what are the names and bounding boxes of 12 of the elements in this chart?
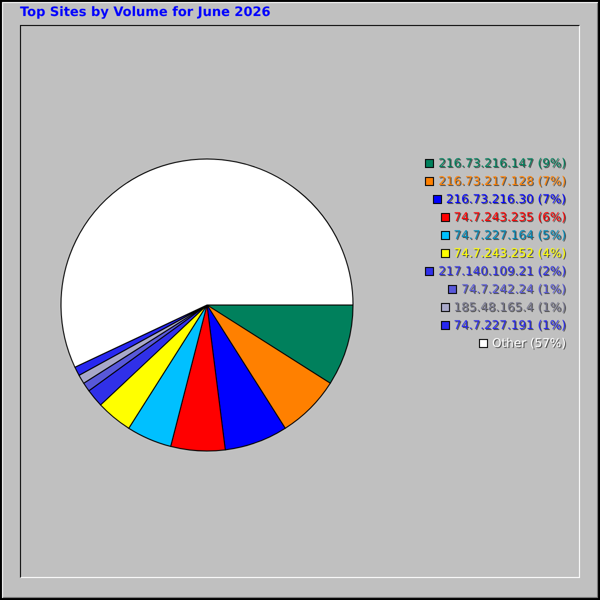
legend-label: 74.7.242.24 (1%) [461,281,566,298]
chart-title: Top Sites by Volume for June 2026 [20,5,271,20]
legend-label: 185.48.165.4 (1%) [454,299,566,316]
legend-label: 216.73.216.147 (9%) [438,155,566,172]
legend-label: 217.140.109.21 (2%) [438,263,566,280]
legend-label: 74.7.227.164 (5%) [454,227,566,244]
legend-label: 74.7.243.235 (6%) [454,209,566,226]
legend-label: Other (57%) [492,335,566,352]
legend-label: 216.73.217.128 (7%) [438,173,566,190]
legend-label: 74.7.227.191 (1%) [454,317,566,334]
legend-label: 216.73.216.30 (7%) [446,191,566,208]
legend-label: 74.7.243.252 (4%) [454,245,566,262]
